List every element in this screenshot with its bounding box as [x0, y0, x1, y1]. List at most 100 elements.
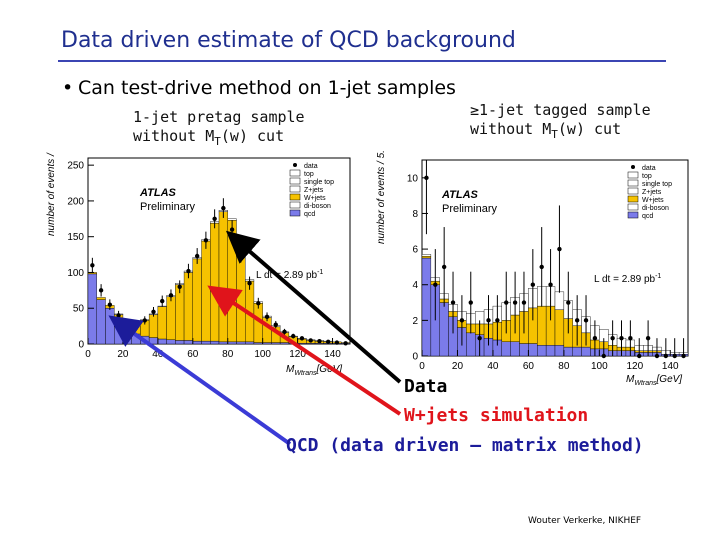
- right-ytick-label-1: 2: [412, 316, 418, 327]
- left-xtick-label-2: 40: [152, 349, 164, 360]
- left-ytick-label-0: 0: [78, 340, 84, 351]
- right-data-point-5: [468, 300, 473, 305]
- right-data-point-17: [574, 318, 580, 323]
- right-data-point-13: [539, 264, 544, 270]
- left-lumi-label: L dt = 2.89 pb-1: [256, 269, 323, 281]
- left-data-point-29: [343, 341, 348, 346]
- slide-title: Data driven estimate of QCD background: [61, 28, 516, 53]
- qcd-annotation: QCD (data driven – matrix method): [286, 435, 644, 456]
- wjets-annotation: W+jets simulation: [404, 405, 589, 426]
- left-legend-label-3: Z+jets: [304, 187, 324, 194]
- left-xtick-label-3: 60: [187, 349, 199, 360]
- left-data-point-13: [203, 238, 209, 243]
- footer-author: Wouter Verkerke, NIKHEF: [528, 516, 642, 526]
- left-bar-top-16: [227, 218, 237, 221]
- right-data-point-16: [566, 300, 571, 305]
- right-legend-swatch-4: [627, 195, 639, 203]
- right-xtick-label-3: 60: [523, 361, 535, 372]
- right-xtick-label-1: 20: [452, 361, 464, 372]
- right-data-point-4: [459, 318, 465, 323]
- right-legend-label-0: data: [642, 165, 656, 172]
- right-data-point-23: [628, 335, 633, 341]
- left-x-axis-label: MWtrans[GeV]: [286, 364, 342, 377]
- left-data-point-9: [168, 293, 174, 298]
- left-xtick-label-5: 100: [254, 349, 271, 360]
- left-data-point-23: [291, 333, 296, 339]
- right-legend-label-6: qcd: [642, 213, 653, 220]
- right-y-axis-label: number of events / 5.0 [GeV]: [376, 150, 387, 244]
- left-data-point-16: [229, 227, 235, 232]
- left-legend-label-5: di-boson: [304, 203, 331, 210]
- left-ytick-label-1: 50: [73, 304, 85, 315]
- right-data-point-19: [592, 335, 598, 341]
- left-data-point-24: [299, 336, 305, 341]
- right-data-point-20: [601, 353, 606, 359]
- right-legend-label-4: W+jets: [642, 197, 664, 204]
- left-bar-Wjets-1: [96, 297, 106, 300]
- left-xtick-label-7: 140: [324, 349, 341, 360]
- left-legend-label-4: W+jets: [304, 195, 326, 202]
- left-data-point-25: [308, 338, 313, 343]
- left-data-point-21: [273, 322, 278, 327]
- left-data-point-27: [325, 339, 331, 345]
- right-xtick-label-6: 120: [626, 361, 643, 372]
- left-xtick-label-0: 0: [85, 349, 91, 360]
- left-legend-swatch-4: [289, 193, 301, 201]
- right-ytick-label-4: 8: [412, 209, 418, 220]
- left-xtick-label-1: 20: [117, 349, 129, 360]
- right-data-point-21: [610, 335, 615, 341]
- left-data-point-8: [160, 298, 165, 304]
- left-data-point-22: [282, 329, 287, 335]
- right-data-point-27: [663, 353, 669, 359]
- right-legend-label-1: top: [642, 173, 652, 180]
- right-data-point-28: [672, 353, 677, 359]
- left-data-point-12: [194, 253, 200, 259]
- left-data-point-28: [334, 340, 340, 345]
- right-ytick-label-5: 10: [407, 173, 419, 184]
- right-data-point-18: [583, 318, 589, 323]
- right-data-point-2: [441, 264, 447, 270]
- right-data-point-10: [512, 300, 518, 305]
- left-legend-label-0: data: [304, 163, 318, 170]
- left-data-point-18: [247, 280, 252, 286]
- left-caption-line1: 1-jet pretag sample: [133, 108, 305, 126]
- left-legend-swatch-6: [289, 209, 301, 217]
- left-ytick-label-2: 100: [67, 268, 84, 279]
- right-ytick-label-3: 6: [412, 245, 418, 256]
- right-xtick-label-5: 100: [591, 361, 608, 372]
- right-legend-swatch-3: [627, 187, 639, 195]
- right-xtick-label-2: 40: [487, 361, 499, 372]
- left-legend-label-1: top: [304, 171, 314, 178]
- right-legend-label-3: Z+jets: [642, 189, 662, 196]
- left-data-point-0: [90, 263, 95, 268]
- left-data-point-2: [107, 302, 113, 307]
- left-ytick-label-5: 250: [67, 161, 84, 172]
- left-legend-swatch-5: [289, 201, 301, 209]
- data-arrow: [225, 230, 402, 384]
- right-x-axis-label: MWtrans[GeV]: [626, 374, 682, 387]
- right-data-point-25: [645, 335, 651, 341]
- right-data-point-8: [495, 318, 500, 323]
- left-ytick-label-3: 150: [67, 232, 84, 243]
- right-data-point-22: [619, 335, 624, 341]
- right-xtick-label-4: 80: [558, 361, 570, 372]
- left-caption-line2: without MT(w) cut: [133, 127, 285, 148]
- right-data-point-14: [548, 282, 553, 287]
- right-xtick-label-0: 0: [419, 361, 425, 372]
- left-legend-swatch-2: [289, 177, 301, 185]
- right-caption-line1: ≥1-jet tagged sample: [470, 101, 651, 119]
- right-data-point-1: [433, 282, 438, 287]
- right-data-point-9: [504, 300, 509, 305]
- left-data-point-10: [177, 284, 182, 289]
- right-data-point-7: [486, 318, 491, 323]
- left-y-axis-label: number of events / 5.0 [GeV]: [46, 150, 57, 236]
- qcd-arrow: [108, 315, 292, 446]
- left-legend-label-2: single top: [304, 179, 334, 186]
- right-legend-swatch-5: [627, 203, 639, 211]
- left-data-point-20: [264, 314, 270, 320]
- left-legend-swatch-3: [289, 185, 301, 193]
- left-data-point-19: [256, 301, 261, 306]
- left-plot-caption: 1-jet pretag sample without MT(w) cut: [133, 108, 305, 151]
- right-legend-label-5: di-boson: [642, 205, 669, 212]
- left-data-point-1: [98, 288, 104, 293]
